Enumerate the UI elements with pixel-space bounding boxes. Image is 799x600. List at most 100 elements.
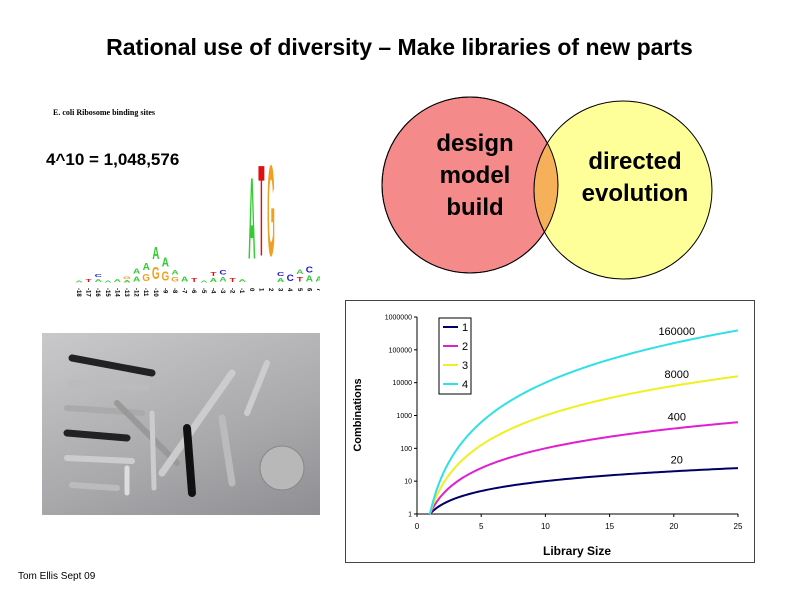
- y-tick-label: 1: [408, 512, 412, 519]
- logo-position-label: 7: [315, 288, 320, 292]
- x-tick-label: 0: [415, 522, 420, 531]
- logo-position-label: 5: [296, 288, 302, 292]
- logo-letter: T: [258, 138, 264, 283]
- series-line-4: [428, 329, 739, 515]
- logo-letter: A: [248, 153, 255, 284]
- venn-overlap: [533, 100, 558, 273]
- venn-right-line: evolution: [581, 180, 689, 207]
- data-annotation: 160000: [658, 326, 695, 338]
- logo-letter: G: [123, 276, 131, 280]
- data-annotation: 20: [671, 454, 683, 466]
- legend-label: 4: [462, 379, 468, 391]
- logo-letter: A: [210, 277, 217, 283]
- logo-position-label: -9: [161, 288, 167, 294]
- y-tick-label: 100: [400, 446, 412, 453]
- logo-letter: A: [152, 244, 160, 264]
- y-tick-label: 10: [404, 479, 412, 486]
- logo-position-label: -17: [85, 288, 91, 297]
- y-tick-label: 1000: [396, 413, 412, 420]
- x-tick-label: 20: [669, 522, 678, 531]
- logo-position-label: -6: [190, 288, 196, 294]
- x-tick-label: 15: [605, 522, 614, 531]
- venn-left-line: model: [439, 162, 511, 189]
- logo-position-label: -3: [219, 288, 225, 294]
- logo-position-label: -12: [133, 288, 139, 297]
- logo-letter: T: [86, 278, 92, 283]
- logo-letter: A: [181, 275, 189, 283]
- sequence-logo: -18A-17T-16AC-15A-14A-13AG-12AA-11GA-10G…: [75, 138, 320, 297]
- logo-letter: G: [267, 138, 275, 283]
- logo-letter: A: [219, 276, 226, 284]
- logo-letter: A: [114, 278, 122, 283]
- logo-position-label: -10: [152, 288, 158, 297]
- logo-position-label: 4: [286, 288, 292, 292]
- logo-letter: A: [75, 280, 83, 283]
- series-line-1: [429, 467, 739, 515]
- logo-letter: T: [210, 271, 216, 277]
- footer-text: Tom Ellis Sept 09: [18, 571, 96, 582]
- logo-letter: A: [306, 274, 314, 283]
- venn-right-line: directed: [588, 148, 682, 175]
- y-tick-label: 1000000: [385, 315, 412, 322]
- logo-position-label: 2: [267, 288, 273, 292]
- logo-position-label: -16: [94, 288, 100, 297]
- logo-letter: A: [162, 256, 169, 269]
- logo-letter: G: [171, 276, 179, 284]
- logo-letter: A: [200, 280, 208, 283]
- logo-letter: A: [95, 278, 103, 283]
- logo-position-label: -4: [209, 288, 215, 294]
- series-line-2: [428, 421, 739, 515]
- logo-letter: T: [297, 275, 304, 283]
- logo-letter: C: [306, 265, 314, 274]
- logo-letter: C: [277, 271, 284, 277]
- series-line-3: [428, 375, 739, 515]
- logo-letter: A: [277, 277, 284, 283]
- y-tick-label: 10000: [393, 380, 413, 387]
- logo-position-label: -18: [75, 288, 81, 297]
- logo-letter: A: [133, 267, 141, 275]
- combinations-formula: 4^10 = 1,048,576: [46, 150, 180, 169]
- logo-letter: G: [162, 270, 170, 283]
- venn-left-label: design model build: [400, 128, 550, 224]
- legend-label: 2: [462, 341, 468, 353]
- logo-position-label: -2: [229, 288, 235, 294]
- logo-letter: G: [152, 264, 160, 284]
- logo-position-label: -8: [171, 288, 177, 294]
- chart-frame: [345, 300, 755, 563]
- logo-letter: A: [239, 278, 247, 283]
- logo-letter: C: [287, 274, 294, 284]
- venn-left-line: design: [436, 130, 514, 157]
- logo-position-label: -14: [113, 288, 119, 297]
- data-annotation: 400: [668, 412, 686, 424]
- logo-letter: C: [95, 273, 103, 278]
- logo-letter: A: [143, 262, 150, 273]
- logo-letter: A: [171, 269, 178, 277]
- logo-letter: A: [315, 275, 320, 283]
- legend: 1 2 3 4: [438, 317, 472, 395]
- legend-label: 3: [462, 360, 468, 372]
- x-axis-label: Library Size: [543, 544, 611, 558]
- logo-letter: A: [296, 268, 303, 276]
- sequence-logo-title: E. coli Ribosome binding sites: [53, 108, 156, 117]
- logo-letter: A: [104, 280, 112, 283]
- logo-position-label: 1: [257, 288, 263, 292]
- combinations-chart: Combinations Library Size 11010010001000…: [345, 300, 755, 563]
- y-axis-label: Combinations: [352, 378, 364, 451]
- logo-position-label: -7: [181, 288, 187, 294]
- venn-diagram: [381, 96, 713, 280]
- data-annotation: 8000: [665, 369, 689, 381]
- logo-position-label: -5: [200, 288, 206, 294]
- logo-letter: G: [142, 273, 150, 284]
- logo-position-label: -11: [142, 288, 148, 297]
- legend-label: 1: [462, 322, 468, 334]
- logo-position-label: 3: [277, 288, 283, 292]
- logo-position-label: -1: [238, 288, 244, 294]
- screws-photo: [42, 333, 320, 515]
- logo-position-label: 0: [248, 288, 254, 292]
- logo-letter: C: [219, 269, 226, 277]
- logo-letter: A: [133, 275, 141, 283]
- logo-position-label: -13: [123, 288, 129, 297]
- x-tick-label: 10: [541, 522, 550, 531]
- logo-letter: T: [230, 277, 236, 283]
- venn-left-line: build: [446, 194, 504, 221]
